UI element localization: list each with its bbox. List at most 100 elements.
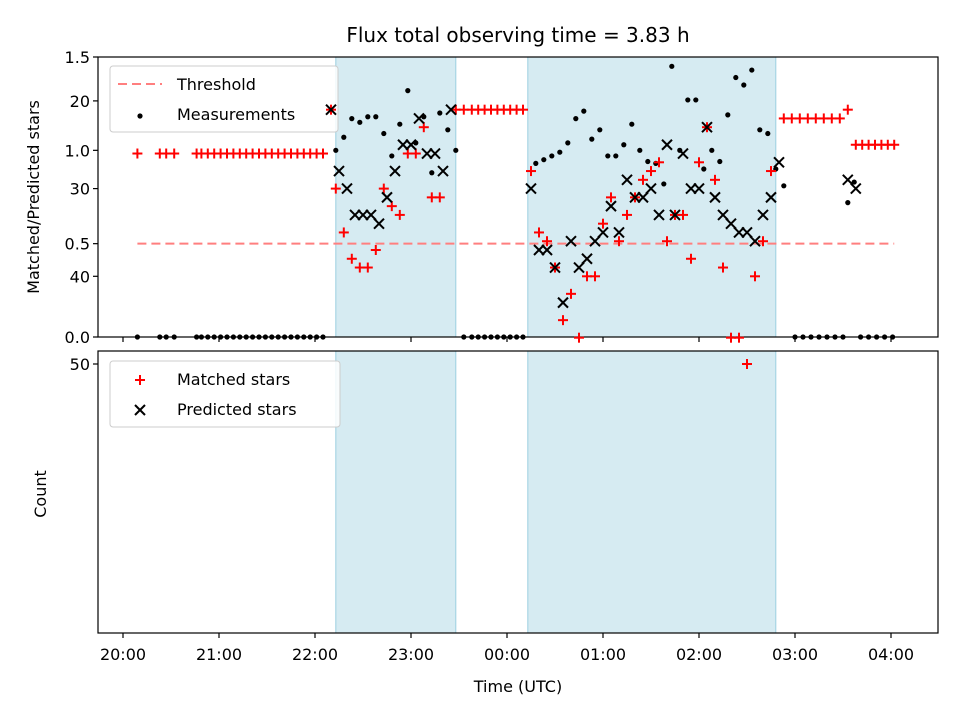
measurement-point bbox=[765, 130, 771, 137]
measurement-point bbox=[389, 153, 395, 159]
ratio-panel: 0.0 0.5 1.0 1.5 Threshold Measurements bbox=[65, 48, 939, 347]
measurement-point bbox=[381, 130, 387, 137]
measurement-point bbox=[341, 134, 347, 140]
legend-measurements-swatch bbox=[137, 113, 143, 119]
measurement-point bbox=[581, 108, 587, 114]
matched-stars-point bbox=[734, 332, 744, 343]
predicted-stars-point bbox=[701, 121, 713, 133]
count-shaded-interval bbox=[335, 350, 457, 634]
matched-stars-point bbox=[889, 139, 900, 150]
matched-stars-point bbox=[710, 174, 720, 185]
predicted-stars-point bbox=[709, 191, 721, 204]
matched-stars-point bbox=[622, 209, 632, 220]
predicted-stars-point bbox=[749, 235, 761, 247]
measurement-point bbox=[541, 157, 547, 163]
measurement-point bbox=[445, 127, 451, 133]
count-legend: Matched stars Predicted stars bbox=[109, 360, 341, 428]
matched-stars-point bbox=[386, 201, 397, 212]
predicted-stars-point bbox=[381, 191, 393, 204]
predicted-stars-point bbox=[405, 139, 417, 151]
matched-stars-point bbox=[378, 183, 389, 194]
matched-stars-point bbox=[654, 157, 664, 168]
measurement-point bbox=[573, 116, 579, 122]
ratio-shaded-interval bbox=[527, 56, 777, 338]
predicted-stars-point bbox=[373, 217, 385, 230]
measurement-point bbox=[749, 67, 755, 73]
matched-stars-point bbox=[598, 218, 608, 229]
predicted-stars-point bbox=[341, 182, 353, 195]
matched-stars-point bbox=[638, 174, 648, 185]
matched-stars-point bbox=[346, 253, 357, 264]
matched-stars-point bbox=[318, 148, 328, 159]
measurement-point bbox=[397, 121, 403, 127]
matched-stars-point bbox=[566, 288, 576, 299]
count-y-tick-label: 20 bbox=[70, 92, 90, 111]
predicted-stars-point bbox=[557, 296, 569, 309]
measurement-point bbox=[851, 179, 857, 185]
measurement-point bbox=[637, 147, 643, 153]
x-tick-label: 04:00 bbox=[868, 645, 914, 664]
predicted-stars-point bbox=[645, 182, 657, 195]
ratio-y-tick-label: 0.5 bbox=[65, 235, 90, 254]
predicted-stars-point bbox=[589, 235, 601, 247]
ratio-y-tick-label: 0.0 bbox=[65, 328, 90, 347]
matched-stars-point bbox=[766, 166, 776, 177]
matched-stars-point bbox=[614, 236, 624, 247]
x-tick-label: 21:00 bbox=[196, 645, 242, 664]
x-tick-label: 20:00 bbox=[100, 645, 146, 664]
measurement-point bbox=[365, 114, 371, 120]
measurement-point bbox=[669, 63, 675, 69]
predicted-stars-point bbox=[389, 165, 401, 177]
predicted-stars-point bbox=[365, 209, 377, 221]
count-y-tick-label: 30 bbox=[70, 180, 90, 199]
x-tick-label: 23:00 bbox=[388, 645, 434, 664]
predicted-stars-point bbox=[842, 174, 854, 186]
predicted-stars-point bbox=[773, 156, 785, 168]
measurement-point bbox=[533, 160, 539, 166]
measurement-point bbox=[701, 166, 707, 172]
legend-predicted-label: Predicted stars bbox=[177, 400, 297, 419]
matched-stars-point bbox=[574, 332, 584, 343]
ratio-plot-frame bbox=[97, 56, 939, 338]
measurement-point bbox=[429, 170, 435, 176]
measurement-point bbox=[685, 97, 691, 103]
matched-stars-point bbox=[694, 157, 704, 168]
predicted-stars-point bbox=[661, 139, 673, 151]
matched-stars-point bbox=[834, 113, 845, 124]
measurement-point bbox=[645, 158, 651, 165]
measurement-point bbox=[757, 127, 763, 133]
measurement-point bbox=[557, 149, 563, 155]
predicted-stars-point bbox=[549, 261, 561, 274]
legend-threshold-label: Threshold bbox=[176, 75, 256, 94]
predicted-stars-point bbox=[741, 226, 753, 239]
measurement-point bbox=[437, 110, 443, 116]
matched-stars-point bbox=[330, 183, 341, 194]
measurement-point bbox=[733, 74, 739, 81]
measurement-point bbox=[621, 142, 627, 148]
matched-stars-point bbox=[518, 104, 528, 115]
predicted-stars-point bbox=[565, 235, 577, 247]
measurement-point bbox=[605, 153, 611, 159]
measurement-point bbox=[597, 127, 603, 133]
ratio-legend-box bbox=[109, 65, 339, 133]
predicted-stars-point bbox=[669, 209, 681, 221]
matched-stars-point bbox=[132, 148, 143, 159]
measurement-point bbox=[629, 121, 635, 127]
matched-stars-point bbox=[410, 148, 421, 159]
matched-stars-point bbox=[842, 104, 853, 115]
ratio-y-tick-label: 1.5 bbox=[65, 48, 90, 67]
predicted-stars-point bbox=[725, 217, 737, 230]
matched-stars-point bbox=[362, 262, 373, 273]
measurement-point bbox=[349, 116, 355, 122]
measurement-point bbox=[357, 119, 363, 125]
matched-stars-point bbox=[169, 148, 180, 159]
count-plot-frame bbox=[97, 350, 939, 634]
predicted-stars-point bbox=[850, 182, 862, 195]
measurement-point bbox=[661, 181, 667, 187]
legend-matched-swatch bbox=[135, 375, 145, 385]
predicted-stars-point bbox=[413, 112, 425, 125]
predicted-stars-point bbox=[605, 200, 617, 212]
matched-stars-point bbox=[542, 236, 552, 247]
matched-stars-point bbox=[434, 192, 445, 203]
count-y-tick-label: 50 bbox=[70, 355, 90, 374]
